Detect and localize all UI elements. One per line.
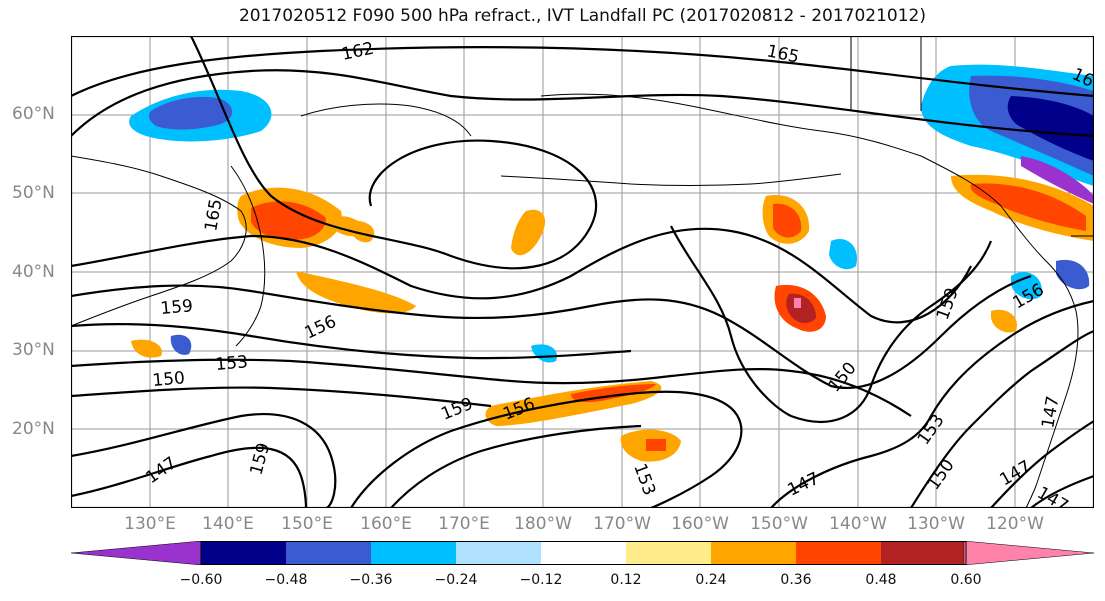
colorbar-tick: 0.24: [695, 572, 727, 588]
gridlines: [71, 36, 1094, 508]
colorbar-cell: [626, 541, 711, 565]
lon-label: 130°W: [907, 514, 965, 534]
shade-patch: [1011, 272, 1042, 300]
colorbar-tick: −0.12: [519, 572, 563, 588]
contour-label: 150: [152, 368, 186, 391]
shade-patch: [991, 309, 1017, 333]
colorbar-cell: [286, 541, 371, 565]
lat-label-40: 40°N: [12, 262, 55, 282]
shade-patch: [773, 203, 802, 238]
colorbar-tick: 0.60: [950, 572, 982, 588]
lat-label-50: 50°N: [12, 183, 55, 203]
shade-patch: [251, 201, 326, 240]
colorbar-cell: [963, 541, 1094, 565]
map-plot-area: 162 165 16 165 159 156 153 150 147 159 1…: [71, 36, 1094, 508]
colorbar-cell: [711, 541, 796, 565]
shade-patch: [170, 334, 192, 355]
map-title: 2017020512 F090 500 hPa refract., IVT La…: [238, 6, 926, 26]
shade-patch: [511, 209, 546, 256]
shade-patch: [1007, 96, 1094, 161]
shade-patch: [794, 298, 801, 308]
colorbar-tick: −0.24: [434, 572, 478, 588]
contour-label: 153: [215, 352, 249, 375]
colorbar-cell: [796, 541, 881, 565]
colorbar-cell: [541, 541, 626, 565]
lon-label: 120°W: [986, 514, 1044, 534]
lon-label: 140°W: [829, 514, 887, 534]
shade-patch: [646, 439, 666, 451]
shade-patch: [786, 293, 816, 324]
colorbar-tick: −0.36: [349, 572, 393, 588]
colorbar-tick: 0.36: [780, 572, 812, 588]
colorbar-tick: −0.48: [264, 572, 308, 588]
colorbar-tick: 0.12: [610, 572, 642, 588]
shade-patch: [346, 220, 375, 243]
colorbar-tick: −0.60: [179, 572, 223, 588]
colorbar: [71, 541, 1094, 565]
colorbar-cell: [371, 541, 456, 565]
lat-label-60: 60°N: [12, 104, 55, 124]
colorbar-cell: [456, 541, 541, 565]
colorbar-tick: 0.48: [865, 572, 897, 588]
contour-label: 159: [160, 296, 194, 319]
lat-label-20: 20°N: [12, 419, 55, 439]
shade-patch: [1021, 156, 1094, 204]
colorbar-cell: [881, 541, 966, 565]
lon-label: 160°E: [360, 514, 412, 534]
refractivity-shading: [129, 64, 1094, 462]
coastlines: [71, 36, 1094, 508]
shade-patch: [131, 339, 162, 358]
lon-label: 160°W: [671, 514, 729, 534]
colorbar-cell: [201, 541, 286, 565]
colorbar-cell: [71, 541, 202, 565]
shade-patch: [296, 271, 416, 314]
shade-patch: [1056, 259, 1090, 290]
lat-label-30: 30°N: [12, 340, 55, 360]
lon-label: 130°E: [124, 514, 176, 534]
shade-patch: [829, 238, 857, 270]
shade-patch: [531, 344, 557, 363]
lon-label: 150°W: [750, 514, 808, 534]
lon-label: 170°E: [438, 514, 490, 534]
lon-label: 170°W: [593, 514, 651, 534]
shade-patch: [148, 96, 233, 130]
lon-label: 180°W: [514, 514, 572, 534]
lon-label: 140°E: [202, 514, 254, 534]
lon-label: 150°E: [281, 514, 333, 534]
shade-patch: [970, 183, 1086, 231]
